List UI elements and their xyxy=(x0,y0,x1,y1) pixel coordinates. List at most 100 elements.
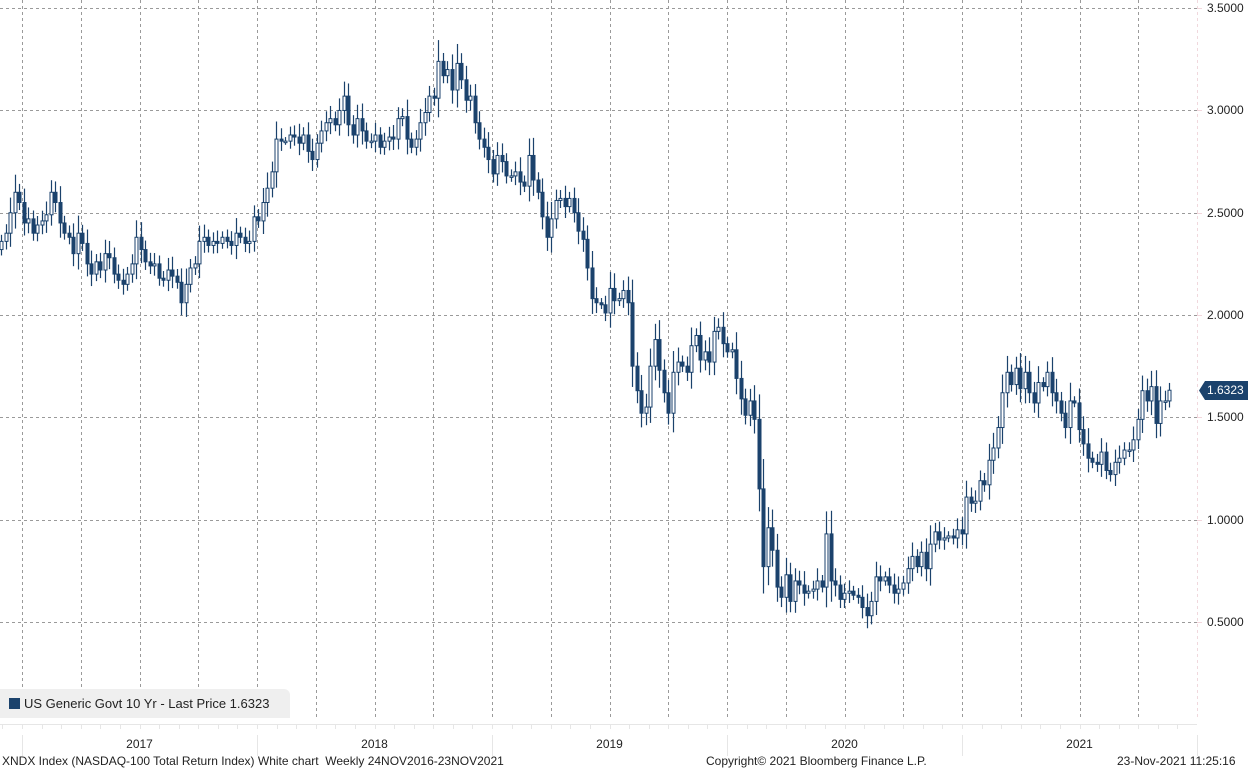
candle-down xyxy=(1059,391,1064,422)
candle-up xyxy=(382,132,387,155)
candle-up xyxy=(730,342,735,359)
candle-body xyxy=(436,60,441,99)
candle-down xyxy=(743,388,748,425)
candle-body xyxy=(1163,400,1168,403)
candle-body xyxy=(80,232,85,244)
candle-body xyxy=(310,150,315,161)
candle-down xyxy=(1108,462,1113,482)
candle-body xyxy=(71,236,76,255)
candle-body xyxy=(94,261,99,275)
candle-body xyxy=(1127,449,1132,453)
candle-up xyxy=(265,172,270,217)
candle-down xyxy=(459,53,464,89)
candle-body xyxy=(1032,392,1037,404)
candle-body xyxy=(351,124,356,136)
candle-down xyxy=(878,565,883,592)
candle-body xyxy=(504,161,509,177)
candle-body xyxy=(468,95,473,101)
candle-up xyxy=(847,580,852,603)
candle-body xyxy=(536,179,541,193)
candle-body xyxy=(188,267,193,285)
candle-down xyxy=(833,568,838,597)
candle-body xyxy=(143,249,148,263)
candle-body xyxy=(518,171,523,183)
candle-down xyxy=(67,225,72,245)
candle-down xyxy=(31,210,36,241)
candle-body xyxy=(748,400,753,416)
candle-body xyxy=(473,95,478,124)
candle-body xyxy=(103,253,108,271)
candle-up xyxy=(369,133,374,149)
candle-body xyxy=(387,136,392,142)
candle-down xyxy=(62,215,67,240)
candle-up xyxy=(558,190,563,209)
candle-up xyxy=(896,576,901,605)
candle-body xyxy=(324,122,329,132)
candle-body xyxy=(333,118,338,126)
x-year-label: 2020 xyxy=(831,737,858,751)
candle-up xyxy=(1036,366,1041,418)
candle-body xyxy=(829,533,834,582)
candle-up xyxy=(1113,449,1118,486)
candle-up xyxy=(337,98,342,136)
candle-down xyxy=(721,312,726,358)
candle-body xyxy=(567,197,572,208)
candle-down xyxy=(626,276,631,316)
candle-body xyxy=(793,580,798,602)
candle-down xyxy=(491,149,496,183)
footer-security-info: XNDX Index (NASDAQ-100 Total Return Inde… xyxy=(2,754,504,768)
candle-body xyxy=(1054,392,1059,402)
candle-body xyxy=(1122,449,1127,459)
candle-body xyxy=(157,263,162,279)
candle-up xyxy=(436,40,441,118)
candle-down xyxy=(1027,360,1032,404)
candle-body xyxy=(739,377,744,400)
candle-body xyxy=(563,197,568,208)
candle-down xyxy=(612,273,617,315)
candle-down xyxy=(775,533,780,602)
candle-up xyxy=(234,218,239,260)
candle-down xyxy=(540,178,545,230)
candle-body xyxy=(703,351,708,361)
candle-body xyxy=(969,496,974,504)
candle-body xyxy=(202,236,207,242)
candle-body xyxy=(838,584,843,600)
candle-body xyxy=(0,240,4,251)
candle-down xyxy=(581,217,586,252)
candle-body xyxy=(1086,443,1091,459)
candle-down xyxy=(572,187,577,223)
candle-up xyxy=(806,585,811,599)
candle-body xyxy=(58,202,63,224)
candle-down xyxy=(179,268,184,316)
candle-down xyxy=(98,252,103,279)
candle-body xyxy=(833,580,838,586)
candle-down xyxy=(951,528,956,545)
candle-body xyxy=(220,236,225,244)
candle-down xyxy=(887,567,892,594)
candle-down xyxy=(360,103,365,145)
candle-body xyxy=(1108,469,1113,476)
candle-body xyxy=(1099,451,1104,465)
candle-down xyxy=(739,360,744,415)
candle-down xyxy=(170,256,175,289)
candle-down xyxy=(58,186,63,238)
candle-up xyxy=(373,122,378,153)
candle-down xyxy=(112,247,117,284)
candle-body xyxy=(206,236,211,246)
candle-up xyxy=(824,511,829,608)
candle-down xyxy=(924,538,929,582)
candle-body xyxy=(590,267,595,300)
candle-up xyxy=(414,130,419,156)
candle-body xyxy=(676,361,681,373)
candle-body xyxy=(369,140,374,144)
candle-up xyxy=(315,134,320,168)
x-year-label: 2021 xyxy=(1066,737,1093,751)
candle-up xyxy=(455,43,460,108)
candle-up xyxy=(125,266,130,291)
candle-up xyxy=(188,258,193,293)
candle-body xyxy=(1095,461,1100,465)
candle-body xyxy=(973,500,978,504)
candle-up xyxy=(166,257,171,292)
candle-body xyxy=(509,175,514,178)
candle-body xyxy=(152,263,157,267)
